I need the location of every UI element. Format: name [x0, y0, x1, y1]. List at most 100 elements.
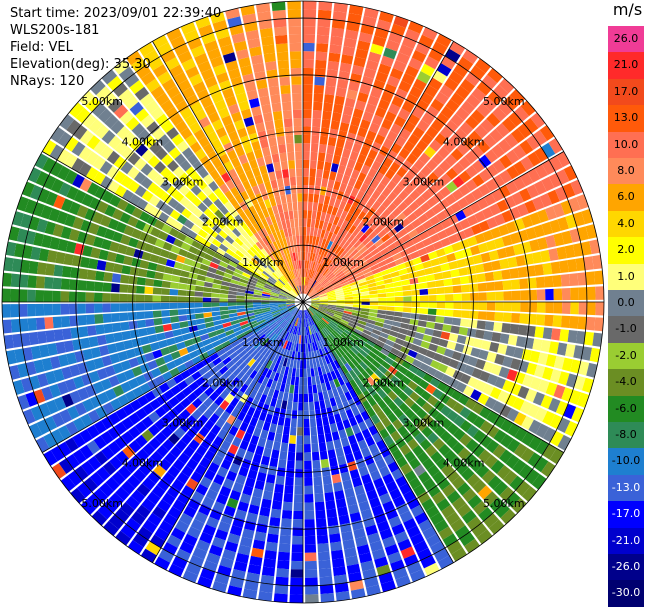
range-gate [253, 294, 262, 298]
range-gate [282, 255, 288, 264]
range-gate [280, 256, 286, 265]
range-gate [295, 286, 300, 295]
range-gate [129, 137, 143, 151]
range-gate [314, 313, 322, 320]
range-gate [363, 481, 375, 493]
range-gate [261, 295, 270, 299]
range-gate [470, 109, 485, 124]
range-gate [263, 112, 273, 123]
range-gate [519, 313, 529, 324]
range-gate [224, 211, 234, 222]
range-gate [158, 382, 170, 394]
range-gate [232, 418, 243, 429]
range-gate [409, 391, 420, 402]
range-gate [360, 560, 375, 572]
range-gate [269, 297, 279, 300]
range-gate [162, 541, 178, 556]
range-gate [379, 465, 391, 478]
range-gate [347, 246, 356, 255]
range-gate [478, 507, 494, 522]
range-gate [150, 367, 162, 378]
range-gate [303, 385, 308, 394]
range-gate [305, 309, 309, 319]
range-gate [337, 403, 345, 414]
range-gate [527, 452, 542, 468]
range-gate [411, 302, 421, 308]
range-gate [381, 360, 391, 370]
range-gate [318, 330, 324, 340]
range-gate [448, 134, 462, 148]
range-gate [154, 406, 167, 418]
range-gate [86, 493, 102, 509]
range-gate [127, 215, 139, 228]
range-gate [213, 187, 224, 199]
range-gate [496, 247, 508, 259]
range-gate [426, 159, 438, 171]
range-gate [333, 378, 341, 388]
range-gate [335, 447, 345, 458]
range-gate [383, 83, 397, 96]
range-gate [389, 488, 402, 500]
range-gate [456, 258, 467, 268]
range-gate [205, 431, 217, 443]
range-gate [423, 562, 440, 577]
colorbar-bin [608, 78, 644, 106]
range-gate [310, 334, 314, 343]
range-gate [242, 180, 252, 191]
range-gate [107, 440, 122, 455]
range-gate [476, 139, 491, 154]
range-gate [450, 201, 462, 214]
range-gate [273, 336, 281, 345]
range-gate [511, 191, 524, 206]
range-gate [508, 111, 523, 127]
range-gate [483, 134, 497, 149]
range-gate [297, 268, 301, 278]
range-gate [230, 407, 241, 418]
range-gate [326, 290, 335, 295]
range-gate [320, 458, 330, 469]
range-gate [509, 206, 521, 220]
range-gate [28, 422, 43, 439]
range-gate [290, 560, 303, 570]
range-gate [441, 504, 456, 519]
range-gate [436, 302, 446, 309]
range-gate [238, 466, 249, 477]
range-gate [241, 403, 250, 414]
range-gate [229, 489, 241, 501]
range-gate [265, 216, 273, 226]
range-gate [446, 469, 460, 483]
range-gate [183, 505, 197, 519]
range-gate [197, 60, 212, 73]
range-gate [303, 435, 311, 445]
range-gate [496, 465, 511, 480]
range-gate [445, 48, 461, 63]
range-gate [290, 253, 295, 262]
range-gate [511, 290, 521, 301]
range-gate [355, 458, 366, 469]
range-gate [148, 56, 164, 71]
range-gate [352, 304, 362, 308]
range-gate [318, 559, 331, 570]
range-gate [428, 419, 440, 432]
range-gate [243, 414, 252, 425]
range-gate [462, 385, 475, 397]
range-gate [253, 308, 263, 313]
range-gate [160, 120, 174, 134]
range-gate [294, 269, 298, 278]
range-gate [303, 377, 308, 386]
range-gate [315, 509, 326, 520]
range-gate [214, 176, 225, 188]
range-gate [443, 245, 454, 255]
range-gate [359, 284, 369, 290]
range-gate [346, 158, 356, 169]
range-gate [323, 195, 331, 205]
range-gate [292, 527, 303, 537]
range-gate [310, 218, 316, 228]
range-gate [383, 223, 394, 233]
range-gate [22, 244, 33, 259]
range-gate [354, 431, 365, 443]
range-gate [292, 252, 297, 262]
range-gate [377, 229, 387, 239]
range-gate [334, 312, 343, 317]
range-gate [100, 175, 113, 190]
